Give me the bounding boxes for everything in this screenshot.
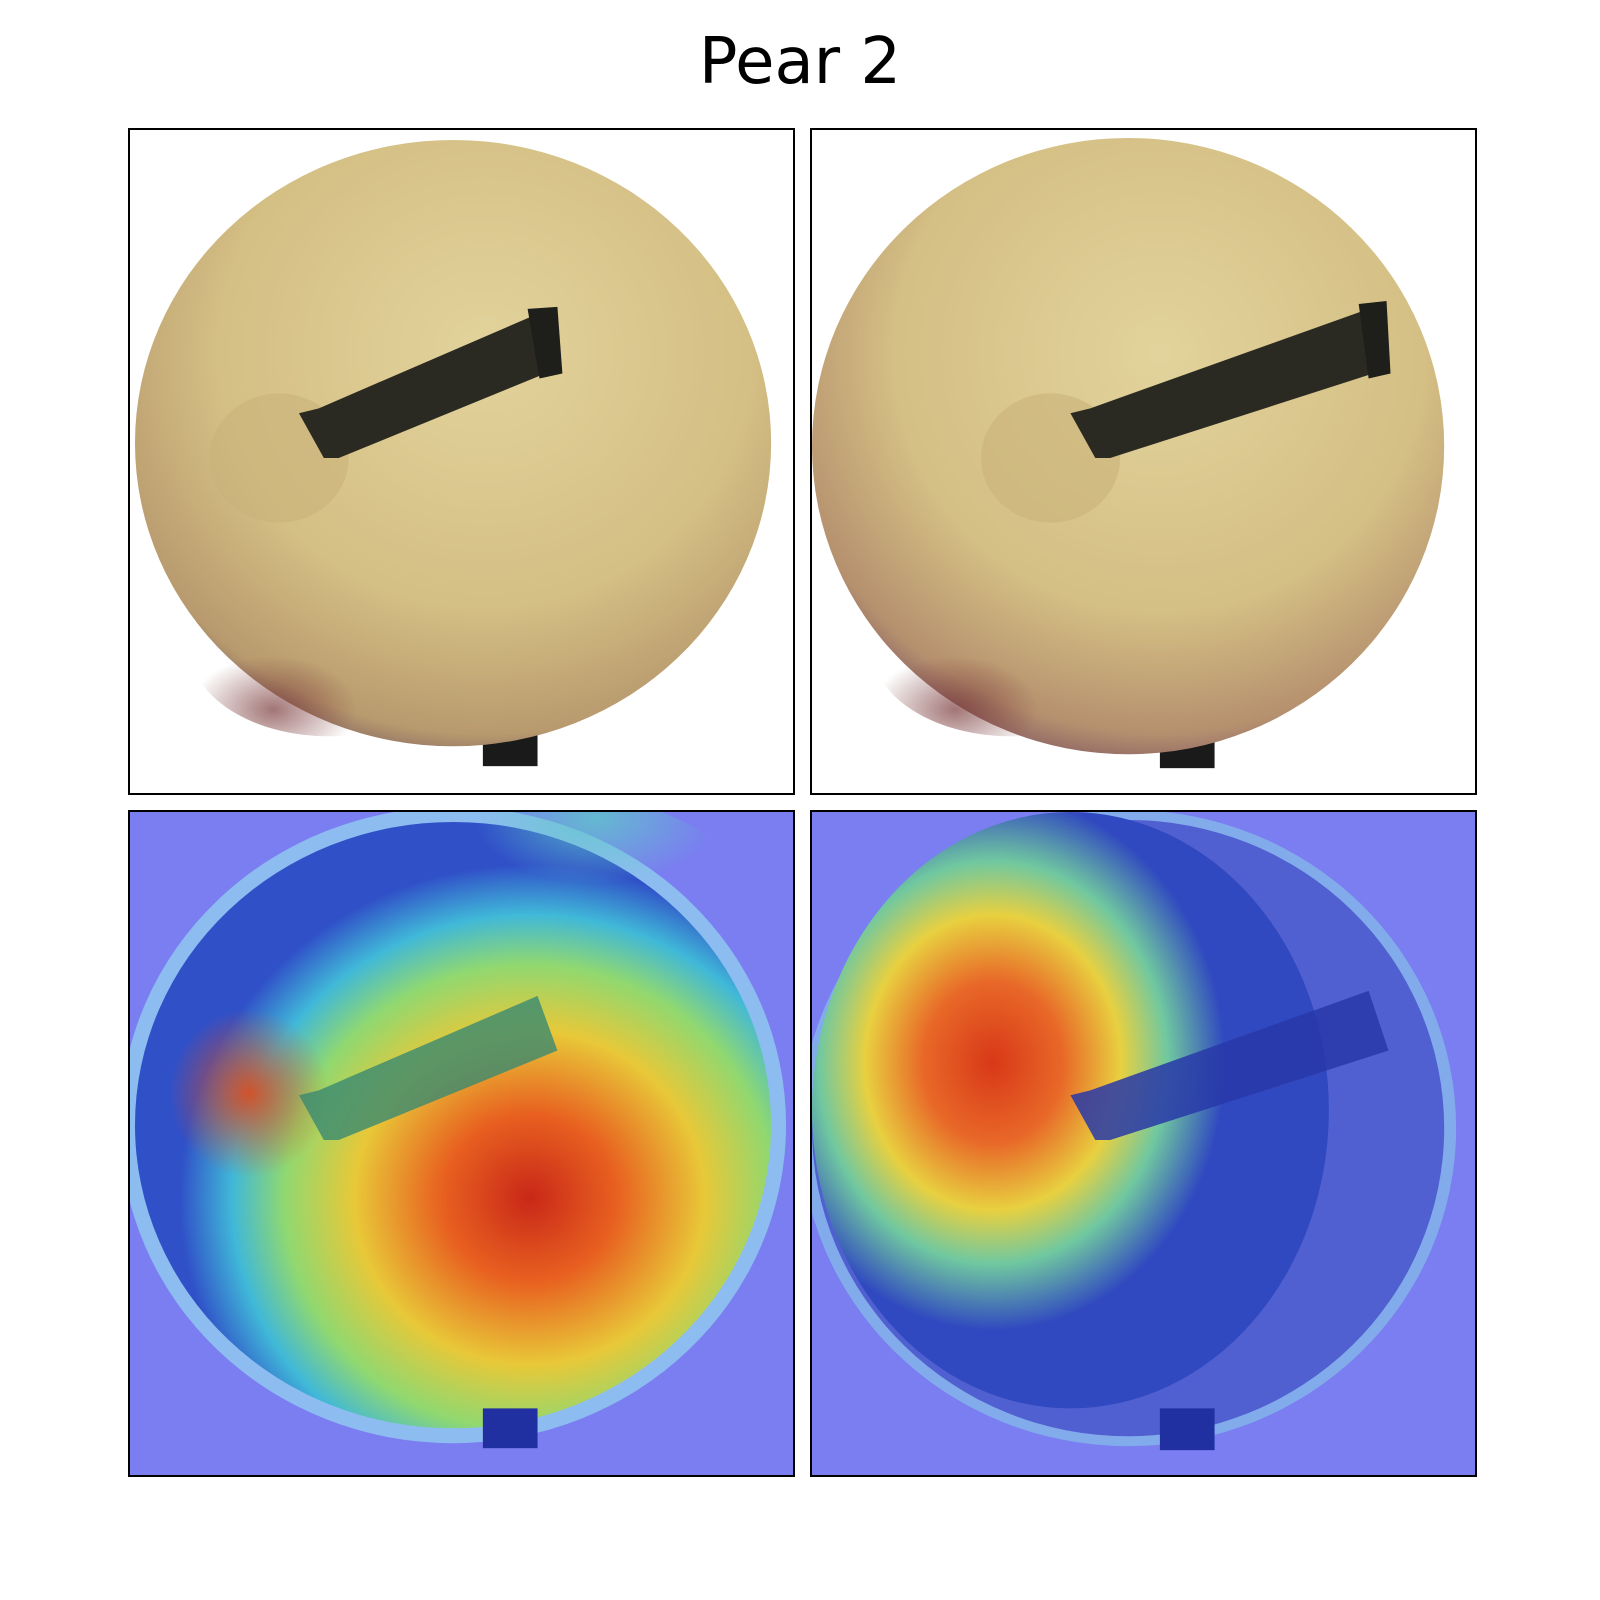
pear-photo-right	[812, 130, 1475, 793]
figure-title: Pear 2	[698, 25, 902, 99]
pear-stem	[1070, 308, 1389, 459]
saliency-heatmap-left	[128, 810, 795, 1477]
heatmap-overlay-right	[812, 812, 1475, 1475]
saliency-heatmap-right	[810, 810, 1477, 1477]
heatmap-overlay-left	[130, 812, 793, 1475]
pear-stem	[298, 313, 558, 459]
original-image-right	[810, 128, 1477, 795]
pear-photo-left	[130, 130, 793, 793]
original-image-left	[128, 128, 795, 795]
